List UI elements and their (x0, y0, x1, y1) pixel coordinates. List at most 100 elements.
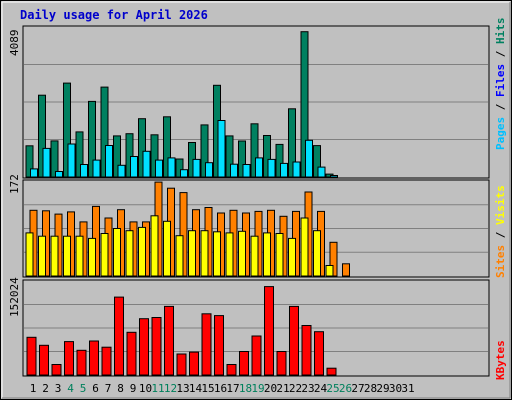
bar-kbytes-day-18 (239, 351, 249, 376)
bar-kbytes-day-14 (189, 351, 199, 376)
bar-kbytes-day-11 (151, 317, 162, 376)
x-label-day-13: 13 (176, 382, 189, 395)
bar-pages-day-22 (292, 161, 301, 178)
x-label-day-1: 1 (30, 382, 37, 395)
bar-hits-day-4 (63, 82, 71, 178)
bar-visits-day-19 (250, 235, 259, 277)
y-max-label-visits: 172 (8, 174, 21, 194)
bar-visits-day-9 (125, 230, 134, 277)
bar-pages-day-24 (317, 166, 326, 178)
bar-hits-day-11 (150, 134, 159, 178)
bar-pages-day-23 (305, 139, 313, 178)
x-label-day-16: 16 (214, 382, 227, 395)
bar-visits-day-25 (325, 265, 334, 277)
bar-hits-day-20 (263, 135, 271, 178)
x-label-day-27: 27 (351, 382, 364, 395)
bar-hits-day-13 (175, 158, 184, 178)
legend-bottom-part-0: KBytes (494, 340, 507, 380)
bar-visits-day-13 (175, 235, 184, 277)
x-label-day-21: 21 (276, 382, 289, 395)
bar-pages-day-10 (142, 150, 151, 178)
x-label-day-17: 17 (226, 382, 239, 395)
x-axis-day-labels: 1 2 3 4 5 6 7 8 9 10 11 12 13 14 15 16 17 18 19 20 21 22 23 24 2… (30, 382, 415, 395)
x-label-day-12: 12 (164, 382, 177, 395)
bar-hits-day-1 (25, 145, 34, 178)
bar-visits-day-11 (150, 215, 159, 277)
x-label-day-24: 24 (314, 382, 328, 395)
bar-hits-day-5 (75, 131, 84, 178)
bar-kbytes-day-13 (176, 353, 187, 376)
x-label-day-25: 25 (326, 382, 339, 395)
bar-hits-day-2 (38, 94, 46, 178)
bar-pages-day-4 (67, 143, 76, 178)
bar-pages-day-6 (92, 159, 101, 178)
bar-kbytes-day-8 (114, 296, 124, 376)
x-label-day-23: 23 (301, 382, 314, 395)
bar-kbytes-day-6 (89, 340, 99, 376)
bar-visits-day-22 (288, 237, 296, 277)
bar-kbytes-day-5 (76, 349, 87, 376)
x-label-day-3: 3 (55, 382, 62, 395)
x-label-day-19: 19 (251, 382, 264, 395)
x-label-day-9: 9 (130, 382, 137, 395)
bar-hits-day-7 (100, 86, 109, 178)
bar-kbytes-day-1 (26, 336, 37, 376)
bar-pages-day-5 (80, 164, 88, 178)
legend-sites-visits: Sites / Visits (494, 185, 507, 278)
bar-kbytes-day-19 (251, 335, 262, 376)
bar-pages-day-25 (330, 175, 338, 178)
x-label-day-20: 20 (264, 382, 277, 395)
bar-visits-day-23 (300, 217, 309, 277)
x-label-day-10: 10 (139, 382, 152, 395)
y-max-label-kbytes: 152024 (8, 277, 21, 317)
bar-visits-day-5 (75, 235, 84, 277)
bar-pages-day-17 (230, 163, 238, 178)
legend-top-part-1: / (494, 97, 507, 117)
bar-hits-day-24 (313, 145, 321, 178)
bar-kbytes-day-15 (201, 313, 212, 376)
bar-kbytes-day-9 (126, 331, 137, 376)
bar-hits-day-12 (163, 116, 171, 178)
bar-visits-day-21 (275, 233, 284, 277)
bar-pages-day-7 (105, 145, 113, 178)
x-label-day-29: 29 (376, 382, 389, 395)
bar-pages-day-9 (130, 156, 138, 178)
bar-pages-day-18 (242, 164, 251, 178)
x-label-day-28: 28 (364, 382, 377, 395)
bar-kbytes-day-23 (301, 325, 312, 376)
x-label-day-2: 2 (42, 382, 49, 395)
bar-kbytes-day-10 (139, 318, 149, 376)
bar-hits-day-9 (125, 133, 134, 178)
x-label-day-4: 4 (67, 382, 74, 395)
bar-sites-day-26 (342, 263, 350, 277)
bar-hits-day-6 (88, 100, 96, 178)
bar-kbytes-day-16 (214, 315, 224, 376)
x-label-day-31: 31 (401, 382, 414, 395)
bar-pages-day-1 (30, 168, 38, 178)
bar-pages-day-8 (117, 164, 126, 178)
legend-top-part-3: / (494, 44, 507, 64)
bar-hits-day-21 (275, 143, 284, 178)
x-label-day-26: 26 (339, 382, 352, 395)
legend-top-part-4: Hits (494, 18, 507, 45)
bar-kbytes-day-4 (64, 341, 74, 376)
legend-middle-part-2: Visits (494, 185, 507, 225)
bar-visits-day-14 (188, 230, 196, 277)
bar-pages-day-19 (255, 157, 263, 178)
legend-pages-files-hits: Pages / Files / Hits (494, 18, 507, 151)
bar-visits-day-10 (138, 226, 146, 277)
x-label-day-6: 6 (92, 382, 99, 395)
bar-pages-day-11 (155, 159, 163, 178)
bar-pages-day-21 (280, 162, 288, 178)
x-label-day-11: 11 (151, 382, 164, 395)
bar-visits-day-16 (213, 231, 221, 277)
x-label-day-14: 14 (189, 382, 203, 395)
bar-pages-day-12 (167, 157, 176, 178)
x-label-day-15: 15 (201, 382, 214, 395)
legend-middle-part-0: Sites (494, 245, 507, 278)
bar-kbytes-day-2 (39, 344, 49, 376)
legend-top-part-2: Files (494, 64, 507, 97)
x-label-day-5: 5 (80, 382, 87, 395)
